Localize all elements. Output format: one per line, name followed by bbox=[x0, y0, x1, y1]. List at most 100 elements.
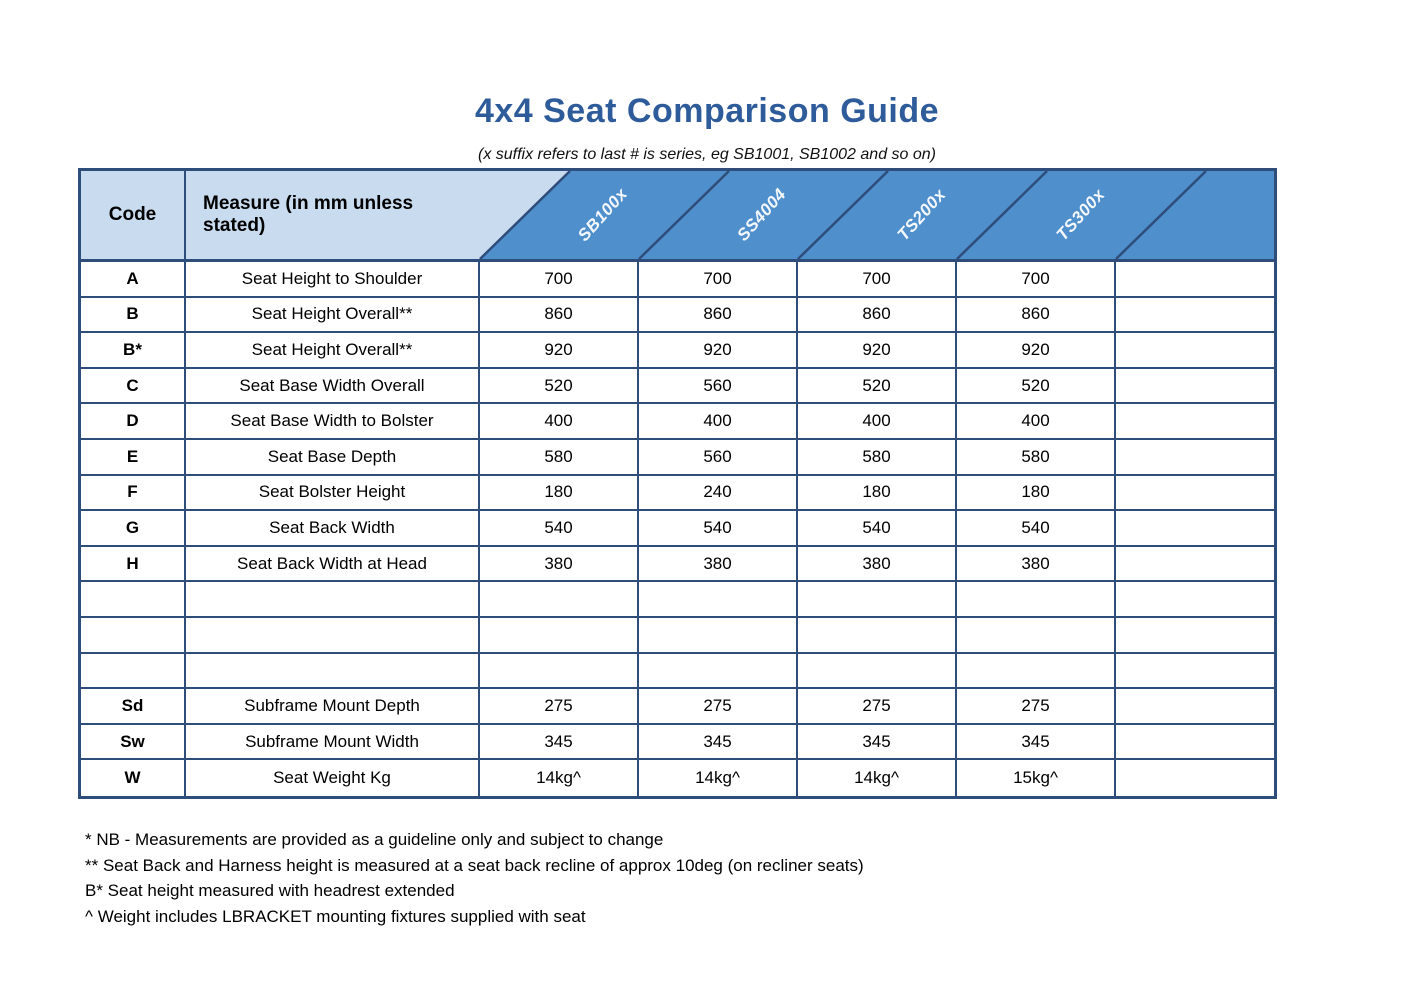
cell-code: F bbox=[81, 475, 186, 510]
cell-empty bbox=[1116, 511, 1274, 545]
cell-value-ts300x: 580 bbox=[957, 439, 1116, 474]
cell-measure: Seat Height Overall** bbox=[186, 333, 480, 367]
cell-value-ts300x: 540 bbox=[957, 511, 1116, 545]
cell-code: B bbox=[81, 297, 186, 332]
cell-measure bbox=[186, 582, 480, 616]
cell-value-ts200x: 180 bbox=[798, 475, 957, 510]
cell-value-sb100x: 920 bbox=[480, 333, 639, 367]
cell-empty bbox=[1116, 618, 1274, 652]
cell-value-sb100x: 180 bbox=[480, 475, 639, 510]
header-diagonal-lines bbox=[479, 171, 1207, 259]
cell-value-ts300x bbox=[957, 617, 1116, 652]
footnote-weight: ^ Weight includes LBRACKET mounting fixt… bbox=[85, 906, 586, 926]
cell-value-ts300x: 860 bbox=[957, 297, 1116, 332]
cell-value-ts200x: 380 bbox=[798, 546, 957, 581]
cell-value-ss4004: 240 bbox=[639, 475, 798, 510]
table-row: E Seat Base Depth 580 560 580 580 bbox=[81, 439, 1274, 476]
cell-value-ss4004: 860 bbox=[639, 297, 798, 332]
cell-empty bbox=[1116, 582, 1274, 616]
cell-code: G bbox=[81, 511, 186, 545]
column-header-measure: Measure (in mm unless stated) bbox=[203, 193, 414, 236]
cell-value-sb100x bbox=[480, 617, 639, 652]
column-header-code: Code bbox=[81, 171, 186, 259]
cell-value-ts300x: 400 bbox=[957, 404, 1116, 438]
cell-measure: Seat Weight Kg bbox=[186, 760, 480, 796]
cell-value-ts300x: 15kg^ bbox=[957, 760, 1116, 796]
cell-value-ts200x: 860 bbox=[798, 297, 957, 332]
cell-measure: Seat Base Width Overall bbox=[186, 368, 480, 403]
cell-value-ss4004 bbox=[639, 617, 798, 652]
cell-measure: Subframe Mount Width bbox=[186, 724, 480, 759]
cell-value-sb100x: 400 bbox=[480, 404, 639, 438]
cell-value-ts200x: 400 bbox=[798, 404, 957, 438]
cell-value-ss4004: 560 bbox=[639, 368, 798, 403]
cell-value-sb100x: 540 bbox=[480, 511, 639, 545]
cell-value-ts200x: 540 bbox=[798, 511, 957, 545]
table-row bbox=[81, 582, 1274, 618]
cell-code bbox=[81, 617, 186, 652]
cell-measure: Seat Bolster Height bbox=[186, 475, 480, 510]
cell-value-ts200x: 700 bbox=[798, 262, 957, 296]
footnote-guideline: * NB - Measurements are provided as a gu… bbox=[85, 830, 664, 849]
table-row: A Seat Height to Shoulder 700 700 700 70… bbox=[81, 262, 1274, 298]
footnote-recline: ** Seat Back and Harness height is measu… bbox=[85, 855, 864, 875]
table-row: Sd Subframe Mount Depth 275 275 275 275 bbox=[81, 689, 1274, 725]
cell-value-sb100x: 380 bbox=[480, 546, 639, 581]
cell-empty bbox=[1116, 725, 1274, 759]
cell-value-sb100x: 520 bbox=[480, 368, 639, 403]
cell-value-ts300x: 180 bbox=[957, 475, 1116, 510]
cell-value-ts200x: 345 bbox=[798, 724, 957, 759]
table-header-row: Code Measure (in mm unless stated) SB100… bbox=[81, 171, 1274, 262]
cell-code: H bbox=[81, 546, 186, 581]
cell-empty bbox=[1116, 333, 1274, 367]
cell-measure: Seat Base Width to Bolster bbox=[186, 404, 480, 438]
cell-empty bbox=[1116, 262, 1274, 296]
cell-value-ss4004: 380 bbox=[639, 546, 798, 581]
cell-measure: Seat Back Width bbox=[186, 511, 480, 545]
cell-measure: Seat Height Overall** bbox=[186, 297, 480, 332]
table-row: B* Seat Height Overall** 920 920 920 920 bbox=[81, 333, 1274, 369]
cell-measure: Seat Base Depth bbox=[186, 439, 480, 474]
cell-empty bbox=[1116, 404, 1274, 438]
cell-value-ss4004: 275 bbox=[639, 689, 798, 723]
cell-empty bbox=[1116, 369, 1274, 403]
header-blue-band bbox=[480, 171, 1274, 259]
cell-value-ts300x: 520 bbox=[957, 368, 1116, 403]
footnote-headrest: B* Seat height measured with headrest ex… bbox=[85, 881, 455, 900]
table-row bbox=[81, 617, 1274, 654]
cell-code: A bbox=[81, 262, 186, 296]
table-row: Sw Subframe Mount Width 345 345 345 345 bbox=[81, 724, 1274, 761]
cell-value-sb100x: 345 bbox=[480, 724, 639, 759]
cell-value-sb100x bbox=[480, 582, 639, 616]
cell-value-ts300x bbox=[957, 653, 1116, 688]
cell-code: D bbox=[81, 404, 186, 438]
seat-comparison-table: Code Measure (in mm unless stated) SB100… bbox=[78, 168, 1277, 799]
cell-value-ts200x bbox=[798, 653, 957, 688]
cell-measure bbox=[186, 653, 480, 688]
page-title: 4x4 Seat Comparison Guide bbox=[474, 92, 940, 130]
cell-measure: Seat Back Width at Head bbox=[186, 546, 480, 581]
cell-value-ss4004 bbox=[639, 582, 798, 616]
cell-code: Sd bbox=[81, 689, 186, 723]
cell-value-sb100x: 14kg^ bbox=[480, 760, 639, 796]
cell-code: Sw bbox=[81, 724, 186, 759]
cell-value-ts200x: 520 bbox=[798, 368, 957, 403]
table-row: C Seat Base Width Overall 520 560 520 52… bbox=[81, 368, 1274, 405]
cell-empty bbox=[1116, 689, 1274, 723]
cell-code bbox=[81, 653, 186, 688]
table-row bbox=[81, 653, 1274, 690]
cell-value-sb100x: 275 bbox=[480, 689, 639, 723]
cell-value-ss4004 bbox=[639, 653, 798, 688]
page-subtitle: (x suffix refers to last # is series, eg… bbox=[477, 146, 936, 163]
cell-value-ss4004: 920 bbox=[639, 333, 798, 367]
cell-value-ts300x: 700 bbox=[957, 262, 1116, 296]
cell-value-ss4004: 400 bbox=[639, 404, 798, 438]
footnotes: * NB - Measurements are provided as a gu… bbox=[85, 827, 864, 929]
cell-measure: Subframe Mount Depth bbox=[186, 689, 480, 723]
cell-code: B* bbox=[81, 333, 186, 367]
cell-code: E bbox=[81, 439, 186, 474]
table-row: G Seat Back Width 540 540 540 540 bbox=[81, 511, 1274, 547]
cell-value-ts200x: 920 bbox=[798, 333, 957, 367]
cell-value-ss4004: 560 bbox=[639, 439, 798, 474]
